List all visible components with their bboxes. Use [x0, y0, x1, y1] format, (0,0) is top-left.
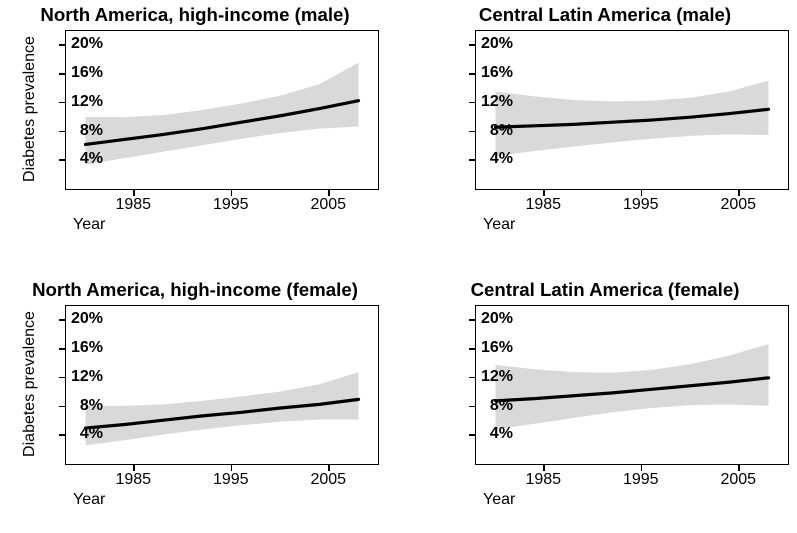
x-tick-mark — [328, 190, 330, 196]
y-tick-label: 20% — [473, 310, 513, 328]
panel-title: Central Latin America (female) — [415, 277, 795, 305]
y-tick-label: 20% — [63, 310, 103, 328]
y-tick-label: 12% — [63, 368, 103, 386]
x-tick-mark — [543, 465, 545, 471]
x-tick-label: 1995 — [616, 196, 666, 214]
y-tick-label: 12% — [473, 368, 513, 386]
x-tick-mark — [231, 190, 233, 196]
panel-title: North America, high-income (male) — [5, 2, 385, 30]
x-axis-label: Year — [483, 491, 515, 509]
x-tick-mark — [133, 190, 135, 196]
x-tick-label: 2005 — [303, 471, 353, 489]
y-axis-label: Diabetes prevalence — [21, 30, 39, 188]
panel-p1: Central Latin America (male) 4% 8% 12% 16% 20… — [415, 2, 795, 257]
confidence-band — [86, 63, 359, 165]
plot-area — [475, 305, 789, 465]
y-tick-label: 12% — [473, 93, 513, 111]
panel-title: North America, high-income (female) — [5, 277, 385, 305]
x-tick-label: 2005 — [713, 471, 763, 489]
panel-title: Central Latin America (male) — [415, 2, 795, 30]
plot-svg — [66, 31, 378, 189]
y-tick-label: 16% — [63, 64, 103, 82]
plot-area — [475, 30, 789, 190]
x-tick-label: 2005 — [303, 196, 353, 214]
x-tick-mark — [133, 465, 135, 471]
y-tick-label: 8% — [63, 397, 103, 415]
confidence-band — [496, 81, 769, 156]
y-tick-label: 4% — [63, 425, 103, 443]
x-tick-label: 1985 — [518, 196, 568, 214]
x-tick-label: 1995 — [206, 471, 256, 489]
x-tick-mark — [641, 465, 643, 471]
plot-area — [65, 305, 379, 465]
x-tick-mark — [641, 190, 643, 196]
panel-p3: Central Latin America (female) 4% 8% 12% 16%… — [415, 277, 795, 532]
y-tick-label: 16% — [63, 339, 103, 357]
y-tick-label: 8% — [473, 122, 513, 140]
plot-svg — [476, 31, 788, 189]
x-axis-label: Year — [483, 216, 515, 234]
y-tick-label: 12% — [63, 93, 103, 111]
y-tick-label: 4% — [63, 150, 103, 168]
x-tick-mark — [738, 190, 740, 196]
x-tick-label: 1985 — [518, 471, 568, 489]
chart-grid: North America, high-income (male) 4% 8% 12%… — [0, 0, 797, 533]
y-tick-label: 4% — [473, 425, 513, 443]
panel-p0: North America, high-income (male) 4% 8% 12%… — [5, 2, 385, 257]
y-tick-label: 20% — [63, 35, 103, 53]
plot-svg — [476, 306, 788, 464]
x-tick-mark — [231, 465, 233, 471]
x-tick-label: 2005 — [713, 196, 763, 214]
y-tick-label: 4% — [473, 150, 513, 168]
x-axis-label: Year — [73, 491, 105, 509]
y-tick-label: 16% — [473, 64, 513, 82]
x-tick-label: 1985 — [108, 471, 158, 489]
y-tick-label: 16% — [473, 339, 513, 357]
y-tick-label: 8% — [473, 397, 513, 415]
x-axis-label: Year — [73, 216, 105, 234]
plot-svg — [66, 306, 378, 464]
x-tick-label: 1995 — [616, 471, 666, 489]
x-tick-mark — [738, 465, 740, 471]
panel-p2: North America, high-income (female) 4% 8% 1… — [5, 277, 385, 532]
confidence-band — [496, 344, 769, 429]
y-axis-label: Diabetes prevalence — [21, 305, 39, 463]
y-tick-label: 8% — [63, 122, 103, 140]
confidence-band — [86, 372, 359, 445]
x-tick-label: 1995 — [206, 196, 256, 214]
x-tick-mark — [543, 190, 545, 196]
plot-area — [65, 30, 379, 190]
x-tick-mark — [328, 465, 330, 471]
y-tick-label: 20% — [473, 35, 513, 53]
x-tick-label: 1985 — [108, 196, 158, 214]
